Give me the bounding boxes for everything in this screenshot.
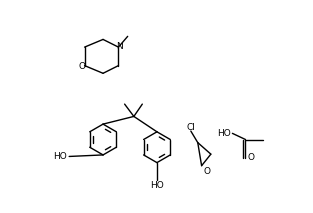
Text: HO: HO [217,129,231,138]
Text: HO: HO [53,152,67,161]
Text: O: O [248,154,255,163]
Text: HO: HO [150,181,164,190]
Text: N: N [116,42,123,51]
Text: O: O [79,62,86,71]
Text: O: O [203,167,210,176]
Text: Cl: Cl [186,124,195,132]
